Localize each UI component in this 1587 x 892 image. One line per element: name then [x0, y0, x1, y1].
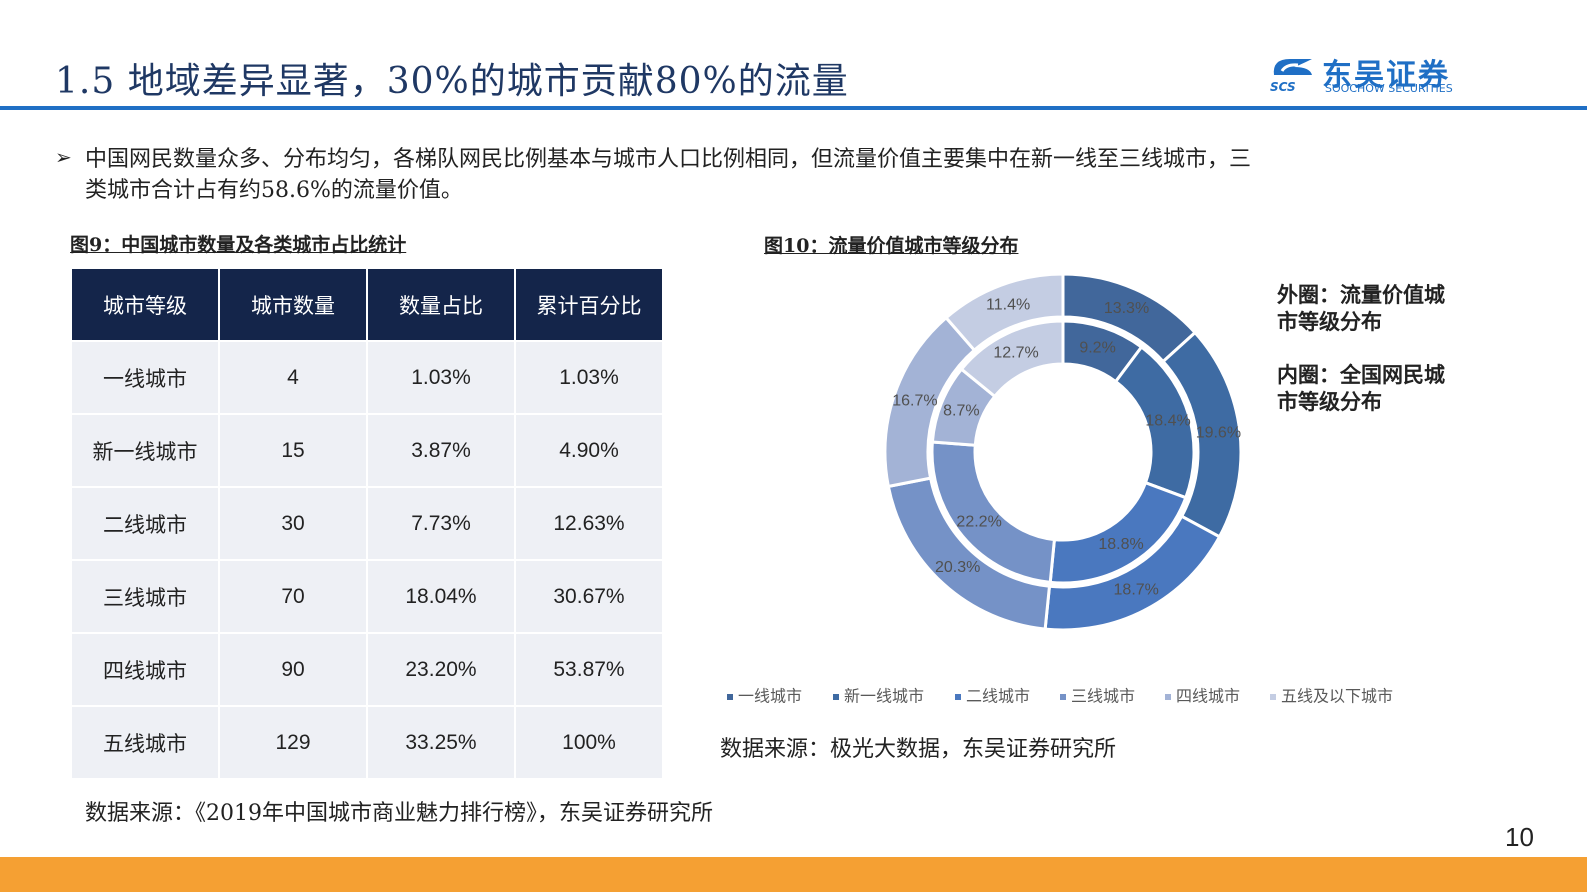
- table-cell: 100%: [514, 705, 664, 780]
- legend-label: 二线城市: [966, 687, 1030, 706]
- legend-swatch: [955, 694, 961, 700]
- data-label: 22.2%: [956, 514, 1001, 531]
- header-rule: [0, 106, 1587, 110]
- legend-swatch: [1060, 694, 1066, 700]
- table-row: 新一线城市 15 3.87% 4.90%: [70, 413, 664, 488]
- data-label: 20.3%: [935, 559, 980, 576]
- table-cell: 五线城市: [70, 705, 220, 780]
- table-row: 一线城市 4 1.03% 1.03%: [70, 340, 664, 415]
- table-cell: 3.87%: [366, 413, 516, 488]
- table-cell: 1.03%: [366, 340, 516, 415]
- column-header: 累计百分比: [514, 267, 664, 342]
- column-header: 城市等级: [70, 267, 220, 342]
- table-row: 四线城市 90 23.20% 53.87%: [70, 632, 664, 707]
- table-row: 二线城市 30 7.73% 12.63%: [70, 486, 664, 561]
- bullet-icon: ➢: [55, 145, 72, 169]
- data-label: 11.4%: [986, 297, 1030, 314]
- data-label: 12.7%: [993, 344, 1038, 361]
- bullet-text: 类城市合计占有约58.6%的流量价值。: [85, 178, 463, 203]
- table-cell: 4: [218, 340, 368, 415]
- legend-label: 三线城市: [1071, 687, 1135, 706]
- table-cell: 23.20%: [366, 632, 516, 707]
- logo-mark: [1273, 59, 1312, 75]
- logo-text: 东吴证券: [1322, 58, 1450, 93]
- table-cell: 129: [218, 705, 368, 780]
- table-source: 数据来源：《2019年中国城市商业魅力排行榜》，东吴证券研究所: [85, 801, 713, 826]
- table-cell: 4.90%: [514, 413, 664, 488]
- table-row: 五线城市 129 33.25% 100%: [70, 705, 664, 780]
- data-label: 19.6%: [1196, 425, 1241, 442]
- legend-label: 新一线城市: [844, 687, 924, 706]
- column-header: 数量占比: [366, 267, 516, 342]
- table-cell: 二线城市: [70, 486, 220, 561]
- series-note: 内圈：全国网民城市等级分布: [1277, 362, 1445, 414]
- table-cell: 15: [218, 413, 368, 488]
- slide-title: 1.5 地域差异显著，30%的城市贡献80%的流量: [55, 61, 849, 102]
- data-label: 18.4%: [1145, 412, 1190, 429]
- legend-label: 四线城市: [1176, 687, 1240, 706]
- legend-swatch: [1270, 694, 1276, 700]
- table-cell: 12.63%: [514, 486, 664, 561]
- legend-swatch: [727, 694, 733, 700]
- bullet-text: 中国网民数量众多、分布均匀，各梯队网民比例基本与城市人口比例相同，但流量价值主要…: [85, 147, 1252, 172]
- data-label: 9.2%: [1079, 339, 1115, 356]
- donut-segment: [944, 272, 1065, 353]
- data-label: 16.7%: [892, 393, 937, 410]
- table-row: 三线城市 70 18.04% 30.67%: [70, 559, 664, 634]
- data-label: 18.7%: [1114, 582, 1159, 599]
- table-header-row: 城市等级 城市数量 数量占比 累计百分比: [70, 267, 664, 342]
- table-cell: 30: [218, 486, 368, 561]
- series-note: 外圈：流量价值城市等级分布: [1277, 282, 1445, 334]
- table-cell: 70: [218, 559, 368, 634]
- column-header: 城市数量: [218, 267, 368, 342]
- data-label: 18.8%: [1098, 536, 1143, 553]
- logo-abbr: SCS: [1270, 80, 1296, 94]
- legend-label: 五线及以下城市: [1281, 687, 1393, 706]
- table-cell: 一线城市: [70, 340, 220, 415]
- logo-subtext: SOOCHOW SECURITIES: [1325, 82, 1453, 95]
- data-label: 8.7%: [943, 403, 979, 420]
- table-cell: 新一线城市: [70, 413, 220, 488]
- data-label: 13.3%: [1104, 300, 1149, 317]
- table-cell: 18.04%: [366, 559, 516, 634]
- data-table: 城市等级 城市数量 数量占比 累计百分比 一线城市 4 1.03% 1.03% 新一线城市 15 3…: [70, 267, 664, 780]
- chart-title: 图10：流量价值城市等级分布: [764, 235, 1019, 257]
- table-cell: 30.67%: [514, 559, 664, 634]
- table-title: 图9：中国城市数量及各类城市占比统计: [70, 234, 407, 256]
- donut-segment: [959, 319, 1065, 399]
- page-number: 10: [1505, 822, 1534, 852]
- legend-label: 一线城市: [738, 687, 802, 706]
- legend-swatch: [1165, 694, 1171, 700]
- table-cell: 7.73%: [366, 486, 516, 561]
- table-cell: 三线城市: [70, 559, 220, 634]
- footer-bar: [0, 857, 1587, 892]
- table-cell: 90: [218, 632, 368, 707]
- chart-source: 数据来源：极光大数据，东吴证券研究所: [720, 737, 1117, 762]
- legend-swatch: [833, 694, 839, 700]
- table-cell: 33.25%: [366, 705, 516, 780]
- table-cell: 53.87%: [514, 632, 664, 707]
- table-cell: 1.03%: [514, 340, 664, 415]
- table-cell: 四线城市: [70, 632, 220, 707]
